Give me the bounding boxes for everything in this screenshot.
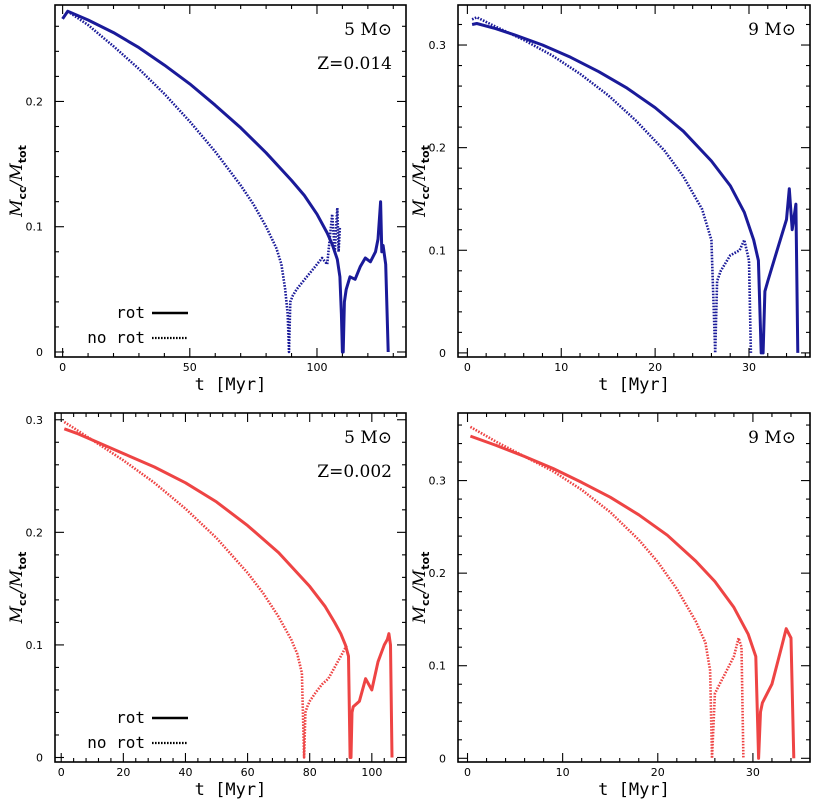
y-tick-label: 0.3 (26, 414, 44, 427)
y-tick-label: 0.1 (26, 639, 44, 652)
x-tick-label: 10 (554, 361, 568, 374)
x-axis-label: t [Myr] (598, 780, 670, 799)
x-tick-label: 20 (651, 766, 665, 779)
legend-label-no-rot: no rot (87, 733, 145, 752)
y-tick-label: 0 (439, 752, 446, 765)
y-tick-label: 0.2 (429, 142, 447, 155)
no-rot-curve (61, 10, 342, 354)
panel-9msun-z0002: 0 10 20 30 0 0.1 0.2 0.3 t [Myr] Mcc/Mtot 9 M⊙ (410, 412, 811, 799)
x-tick-label: 10 (556, 766, 570, 779)
y-axis-label: Mcc/Mtot (410, 552, 432, 625)
x-tick-label: 0 (58, 766, 65, 779)
legend-label-rot: rot (116, 708, 145, 727)
y-axis-label: Mcc/Mtot (7, 552, 29, 625)
x-axis-label: t [Myr] (598, 375, 670, 395)
x-tick-label: 40 (178, 766, 192, 779)
y-axis-label: Mcc/Mtot (7, 145, 29, 218)
mass-annotation: 9 M⊙ (748, 428, 796, 448)
axis-ticks: 0 50 100 0 0.1 0.2 (26, 5, 406, 374)
data-curves (63, 420, 394, 759)
legend: rot no rot (87, 303, 188, 347)
x-axis-label: t [Myr] (195, 780, 267, 799)
y-tick-label: 0 (36, 346, 43, 359)
axis-ticks: 0 20 40 60 80 100 0 0.1 0.2 0.3 (26, 413, 406, 779)
x-tick-label: 0 (464, 766, 471, 779)
plot-frame (457, 412, 811, 763)
rot-curve (61, 9, 390, 354)
y-tick-label: 0.3 (429, 39, 447, 52)
x-tick-label: 20 (648, 361, 662, 374)
rot-curve (469, 434, 796, 760)
legend-label-no-rot: no rot (87, 328, 145, 347)
rot-curve (471, 22, 800, 355)
y-tick-label: 0.3 (429, 475, 447, 488)
no-rot-curve (63, 420, 349, 759)
panel-9msun-z0014: 0 10 20 30 0 0.1 0.2 0.3 t [Myr] Mcc/Mtot 9 M⊙ (410, 4, 811, 395)
metallicity-annotation: Z=0.014 (317, 54, 392, 74)
no-rot-curve (471, 15, 753, 355)
mass-annotation: 5 M⊙ (344, 428, 392, 448)
y-axis-label: Mcc/Mtot (410, 145, 432, 218)
plot-frame (54, 4, 407, 358)
axis-ticks: 0 10 20 30 0 0.1 0.2 0.3 (429, 5, 810, 374)
x-tick-label: 30 (746, 766, 760, 779)
plot-frame (54, 412, 407, 763)
y-tick-label: 0.2 (26, 95, 44, 108)
x-axis-label: t [Myr] (195, 375, 267, 395)
x-tick-label: 80 (303, 766, 317, 779)
x-tick-label: 60 (241, 766, 255, 779)
y-tick-label: 0 (439, 347, 446, 360)
x-tick-label: 100 (361, 766, 382, 779)
no-rot-curve (469, 425, 745, 760)
data-curves (469, 425, 796, 760)
x-tick-label: 0 (59, 361, 66, 374)
mass-annotation: 9 M⊙ (748, 20, 796, 40)
panel-5msun-z0014: 0 50 100 0 0.1 0.2 t [Myr] Mcc/Mtot 5 M⊙ Z=0.… (7, 4, 407, 395)
axis-ticks: 0 10 20 30 0 0.1 0.2 0.3 (429, 413, 811, 779)
x-tick-label: 0 (464, 361, 471, 374)
y-tick-label: 0.1 (429, 660, 447, 673)
plot-frame (457, 4, 811, 358)
legend-label-rot: rot (116, 303, 145, 322)
y-tick-label: 0.2 (429, 567, 447, 580)
y-tick-label: 0 (36, 751, 43, 764)
mass-annotation: 5 M⊙ (344, 20, 392, 40)
rot-curve (63, 427, 394, 759)
metallicity-annotation: Z=0.002 (317, 462, 392, 482)
y-tick-label: 0.1 (429, 244, 447, 257)
y-tick-label: 0.2 (26, 526, 44, 539)
x-tick-label: 50 (183, 361, 197, 374)
x-tick-label: 100 (306, 361, 327, 374)
x-tick-label: 30 (742, 361, 756, 374)
data-curves (471, 15, 800, 355)
y-tick-label: 0.1 (26, 221, 44, 234)
data-curves (61, 9, 390, 354)
legend: rot no rot (87, 708, 188, 752)
x-tick-label: 20 (116, 766, 130, 779)
